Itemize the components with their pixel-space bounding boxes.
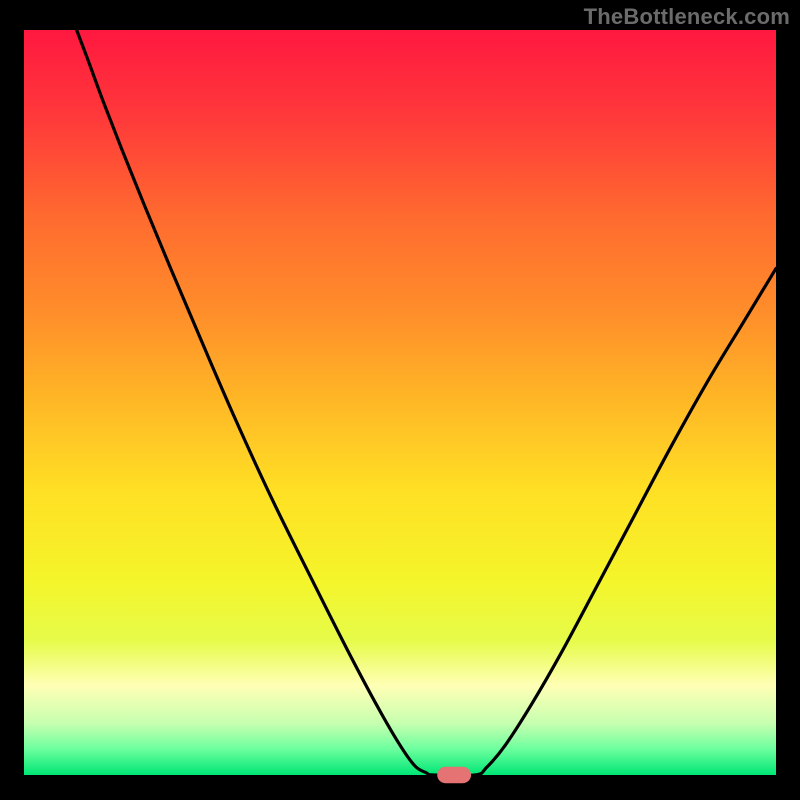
bottleneck-chart: [0, 0, 800, 800]
plot-gradient: [24, 30, 776, 775]
watermark-text: TheBottleneck.com: [584, 4, 790, 30]
valley-marker: [437, 767, 471, 783]
